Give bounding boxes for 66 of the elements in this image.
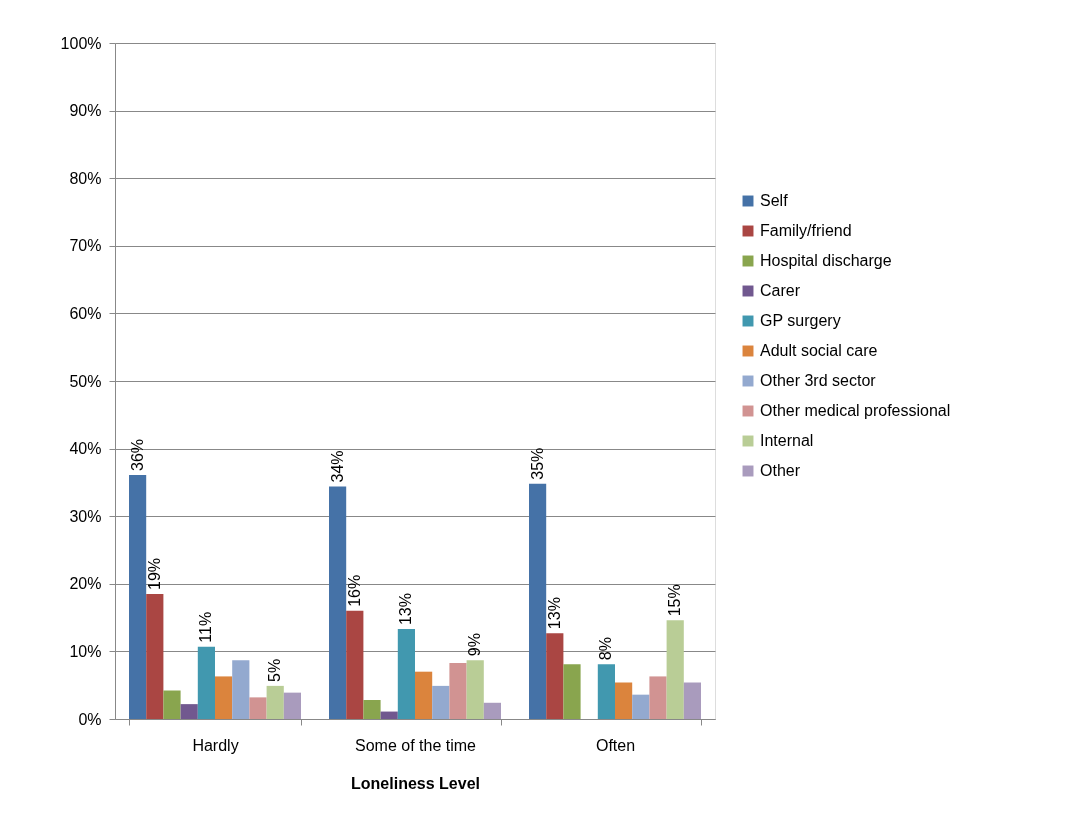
- data-label: 5%: [266, 658, 284, 682]
- bar: [449, 662, 467, 719]
- data-label: 36%: [128, 438, 146, 471]
- bar: [546, 633, 564, 719]
- bar: [249, 697, 267, 719]
- bar: [363, 700, 381, 719]
- x-tick-label: Some of the time: [355, 736, 477, 754]
- bar: [380, 711, 398, 719]
- bar: [632, 694, 650, 719]
- data-label: 13%: [545, 597, 563, 630]
- legend-label: Other 3rd sector: [760, 372, 877, 389]
- data-label: 19%: [145, 557, 163, 590]
- legend-label: Family/friend: [760, 222, 852, 239]
- bar: [180, 704, 198, 719]
- y-tick-label: 40%: [69, 440, 102, 458]
- bar: [346, 610, 364, 719]
- legend-label: Internal: [760, 432, 814, 449]
- y-tick-label: 90%: [69, 102, 102, 120]
- bar: [649, 676, 667, 719]
- bar: [432, 685, 450, 719]
- y-tick-label: 70%: [69, 237, 102, 255]
- bar: [146, 593, 164, 719]
- x-tick-label: Often: [595, 736, 636, 754]
- data-label: 13%: [397, 593, 415, 626]
- bar: [129, 474, 147, 719]
- bar: [232, 660, 250, 719]
- bar: [563, 664, 581, 719]
- legend-label: Carer: [760, 282, 801, 299]
- y-tick-label: 60%: [69, 304, 102, 322]
- bar: [266, 685, 284, 719]
- bar: [466, 660, 484, 719]
- y-tick-label: 10%: [69, 642, 102, 660]
- y-tick-label: 100%: [60, 34, 102, 52]
- legend-label: Other: [760, 462, 801, 479]
- bar: [397, 629, 415, 719]
- data-label: 16%: [345, 574, 363, 607]
- bar: [415, 671, 433, 719]
- legend-label: Other medical professional: [760, 402, 951, 419]
- bar: [683, 682, 701, 719]
- bar: [615, 682, 633, 719]
- bar: [529, 483, 547, 719]
- y-tick-label: 80%: [69, 169, 102, 187]
- legend-label: GP surgery: [760, 312, 841, 329]
- bar: [666, 620, 684, 719]
- legend-label: Self: [760, 192, 789, 209]
- bar: [197, 646, 215, 719]
- data-label: 11%: [197, 611, 215, 643]
- data-label: 9%: [466, 633, 484, 657]
- legend-label: Hospital discharge: [760, 252, 892, 269]
- data-label: 15%: [666, 584, 684, 617]
- bar: [329, 486, 347, 719]
- bar: [215, 676, 233, 719]
- y-tick-label: 30%: [69, 507, 102, 525]
- data-label: 34%: [328, 450, 346, 483]
- y-tick-label: 0%: [78, 710, 102, 728]
- data-label: 35%: [528, 447, 546, 480]
- bar: [483, 702, 501, 719]
- bar: [597, 664, 615, 719]
- data-label: 8%: [597, 637, 615, 661]
- x-tick-label: Hardly: [192, 736, 239, 754]
- y-tick-label: 20%: [69, 575, 102, 593]
- x-axis-title: Loneliness Level: [351, 774, 480, 792]
- bar: [283, 692, 301, 719]
- bar: [163, 690, 181, 719]
- legend-label: Adult social care: [760, 342, 878, 359]
- y-tick-label: 50%: [69, 372, 102, 390]
